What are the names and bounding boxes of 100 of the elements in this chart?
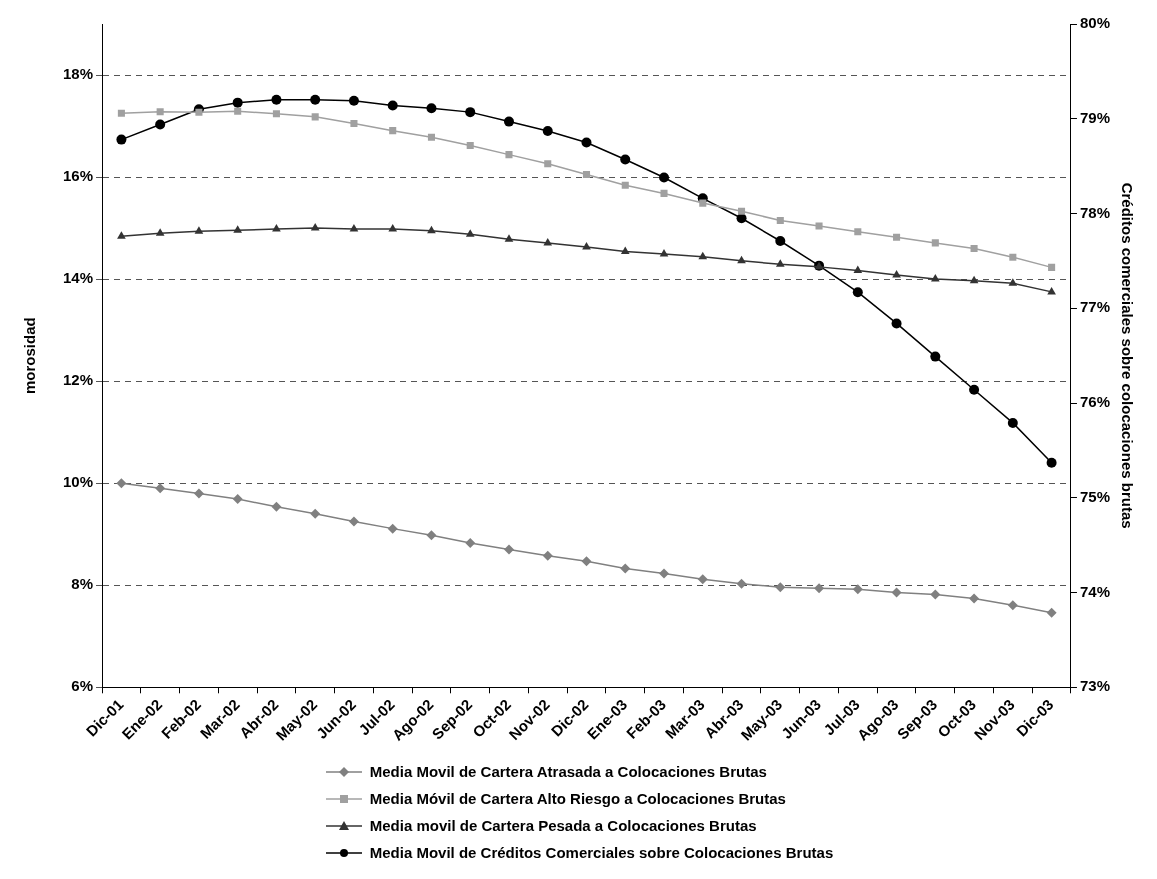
y-axis-title: morosidad bbox=[21, 317, 39, 394]
point bbox=[117, 231, 126, 239]
point bbox=[1047, 286, 1056, 295]
legend-label: Media Movil de Cartera Atrasada a Colocaciones Brutas bbox=[369, 763, 767, 780]
point bbox=[426, 530, 437, 541]
point bbox=[620, 246, 630, 255]
point bbox=[116, 478, 127, 489]
point bbox=[853, 265, 863, 273]
point bbox=[738, 207, 746, 215]
point bbox=[736, 578, 747, 589]
point bbox=[427, 133, 435, 141]
point bbox=[852, 287, 863, 298]
y-tick-label: 6% bbox=[71, 677, 94, 695]
y-tick-label: 18% bbox=[62, 65, 94, 83]
point bbox=[620, 154, 631, 165]
y2-tick-label: 76% bbox=[1079, 393, 1111, 411]
point bbox=[387, 523, 398, 534]
y2-tick-label: 80% bbox=[1079, 14, 1111, 32]
point bbox=[155, 483, 166, 494]
point bbox=[117, 109, 125, 117]
point bbox=[1046, 457, 1057, 468]
point bbox=[775, 582, 786, 593]
point bbox=[1009, 253, 1017, 261]
point bbox=[272, 110, 280, 118]
point bbox=[1048, 263, 1056, 271]
point bbox=[581, 556, 592, 567]
point bbox=[271, 94, 282, 105]
point bbox=[348, 516, 359, 527]
y-tick-label: 10% bbox=[62, 473, 94, 491]
point bbox=[543, 237, 553, 246]
point bbox=[427, 225, 436, 234]
point bbox=[234, 107, 242, 115]
point bbox=[970, 244, 978, 253]
y2-axis-title: Créditos comerciales sobre colocaciones brutas bbox=[1118, 182, 1136, 529]
point bbox=[620, 563, 631, 574]
point bbox=[311, 113, 319, 121]
point bbox=[310, 94, 321, 105]
point bbox=[503, 116, 514, 127]
point bbox=[854, 228, 862, 236]
point bbox=[815, 222, 823, 230]
point bbox=[969, 384, 980, 395]
point bbox=[1008, 278, 1018, 286]
point bbox=[891, 318, 902, 329]
point bbox=[892, 270, 901, 278]
y-tick-label: 16% bbox=[62, 167, 94, 185]
point bbox=[893, 233, 901, 241]
point bbox=[930, 351, 941, 362]
point bbox=[504, 234, 514, 242]
point bbox=[503, 544, 514, 555]
point bbox=[581, 137, 592, 148]
point bbox=[1046, 607, 1057, 618]
point bbox=[465, 229, 475, 237]
point bbox=[931, 239, 939, 247]
point bbox=[505, 151, 513, 159]
y-tick-label: 8% bbox=[71, 575, 94, 593]
point bbox=[194, 226, 204, 234]
legend-label: Media Movil de Créditos Comerciales sobre Colocaciones Brutas bbox=[369, 844, 834, 861]
point bbox=[659, 172, 670, 183]
point bbox=[155, 228, 165, 236]
point bbox=[660, 189, 668, 197]
point bbox=[659, 249, 669, 257]
point bbox=[930, 274, 940, 282]
point bbox=[698, 251, 708, 260]
point bbox=[155, 119, 166, 130]
point bbox=[852, 584, 863, 595]
point bbox=[465, 537, 476, 548]
point bbox=[544, 160, 552, 168]
y2-tick-label: 74% bbox=[1079, 582, 1111, 600]
y-tick-label: 14% bbox=[62, 269, 94, 287]
point bbox=[233, 225, 243, 233]
y2-tick-label: 77% bbox=[1079, 298, 1111, 316]
point bbox=[969, 275, 979, 284]
y-tick-label: 12% bbox=[62, 371, 94, 389]
point bbox=[272, 224, 281, 232]
point bbox=[542, 126, 553, 137]
point bbox=[930, 589, 941, 600]
point bbox=[1007, 417, 1018, 428]
point bbox=[775, 236, 786, 246]
point bbox=[582, 241, 591, 250]
point bbox=[542, 550, 553, 561]
legend-label: Media movil de Cartera Pesada a Colocaciones Brutas bbox=[369, 817, 757, 834]
point bbox=[195, 108, 203, 116]
point bbox=[232, 97, 243, 108]
point bbox=[156, 108, 164, 116]
point bbox=[116, 134, 127, 145]
point bbox=[697, 574, 708, 585]
y2-tick-label: 75% bbox=[1079, 487, 1111, 505]
point bbox=[310, 508, 321, 519]
y2-tick-label: 79% bbox=[1079, 108, 1111, 126]
point bbox=[349, 224, 359, 232]
point bbox=[348, 95, 359, 106]
point bbox=[232, 494, 243, 505]
point bbox=[1007, 600, 1018, 611]
point bbox=[621, 181, 629, 189]
point bbox=[737, 255, 746, 264]
point bbox=[891, 587, 902, 598]
point bbox=[776, 216, 784, 224]
point bbox=[310, 223, 320, 231]
point bbox=[659, 568, 670, 579]
point bbox=[582, 170, 591, 179]
